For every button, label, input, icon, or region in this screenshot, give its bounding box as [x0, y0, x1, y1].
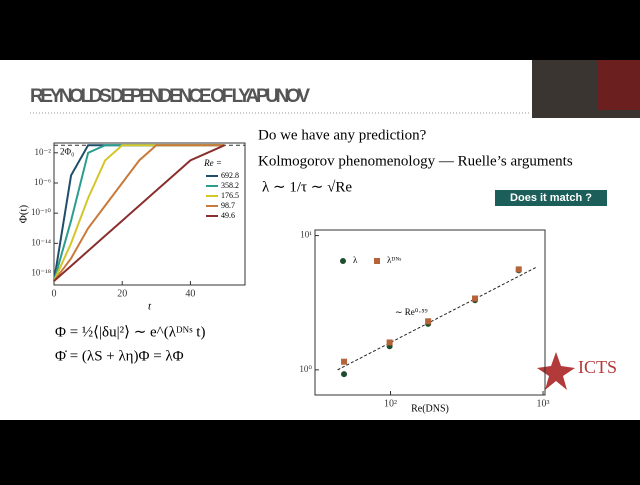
point: [341, 358, 348, 365]
equation: Φ = ½⟨|δu|²⟩ ∼ e^(λᴰᴺˢ t): [55, 324, 205, 340]
point: [425, 318, 432, 325]
legend-swatch: [340, 258, 346, 264]
y-tick-label: 10⁰: [299, 364, 312, 374]
x-tick-label: 40: [185, 288, 195, 299]
point: [472, 295, 479, 302]
button-label[interactable]: Does it match ?: [510, 192, 592, 204]
legend-label: 176.5: [221, 191, 239, 200]
y-axis-label: Φ(t): [18, 204, 30, 223]
y-tick-label: 10⁻¹⁰: [31, 207, 51, 217]
slide: [0, 60, 640, 420]
y-tick-label: 10⁻²: [35, 147, 52, 157]
x-tick-label: 10³: [537, 398, 550, 409]
legend-label: λᴰᴺˢ: [387, 255, 401, 265]
x-tick-label: 20: [117, 288, 127, 299]
logo-text: ICTS: [578, 357, 617, 377]
legend-label: 98.7: [221, 201, 235, 210]
fit-line: [337, 266, 537, 371]
legend-label: λ: [353, 255, 358, 265]
legend-label: 692.8: [221, 171, 239, 180]
x-axis-label: t: [148, 301, 152, 313]
button[interactable]: [495, 190, 607, 206]
equation: Φ̇ = (λS + λη)Φ = λΦ: [55, 348, 184, 364]
x-tick-label: 10²: [384, 398, 397, 409]
webcam-curtain: [598, 60, 640, 110]
logo-star: [537, 352, 575, 390]
x-axis-label: Re(DNS): [411, 403, 449, 414]
y-tick-label: 10¹: [300, 230, 312, 240]
x-tick-label: 0: [52, 288, 57, 299]
series-line: [53, 144, 225, 282]
point: [515, 266, 522, 273]
reference-label: 2Φ₀: [60, 146, 74, 156]
legend-swatch: [374, 258, 380, 264]
point: [386, 339, 393, 346]
text-line: Do we have any prediction?: [258, 127, 427, 143]
plot-frame: [53, 142, 246, 286]
series-line: [53, 144, 225, 282]
plot-frame: [314, 229, 546, 396]
y-tick-label: 10⁻¹⁴: [31, 237, 51, 247]
legend-label: 49.6: [221, 211, 235, 220]
slide-title: REYNOLDS DEPENDENCE OF LYAPUNOV: [30, 86, 310, 107]
fit-label: ∼ Re⁰·⁵⁹: [395, 307, 428, 317]
y-tick-label: 10⁻¹⁸: [31, 268, 51, 278]
text-line: Kolmogorov phenomenology — Ruelle’s argu…: [258, 153, 573, 169]
formula: λ ∼ 1/τ ∼ √Re: [262, 179, 352, 195]
point: [341, 371, 348, 378]
y-tick-label: 10⁻⁶: [34, 177, 51, 187]
legend-label: 358.2: [221, 181, 239, 190]
legend-title: Re =: [203, 158, 222, 168]
